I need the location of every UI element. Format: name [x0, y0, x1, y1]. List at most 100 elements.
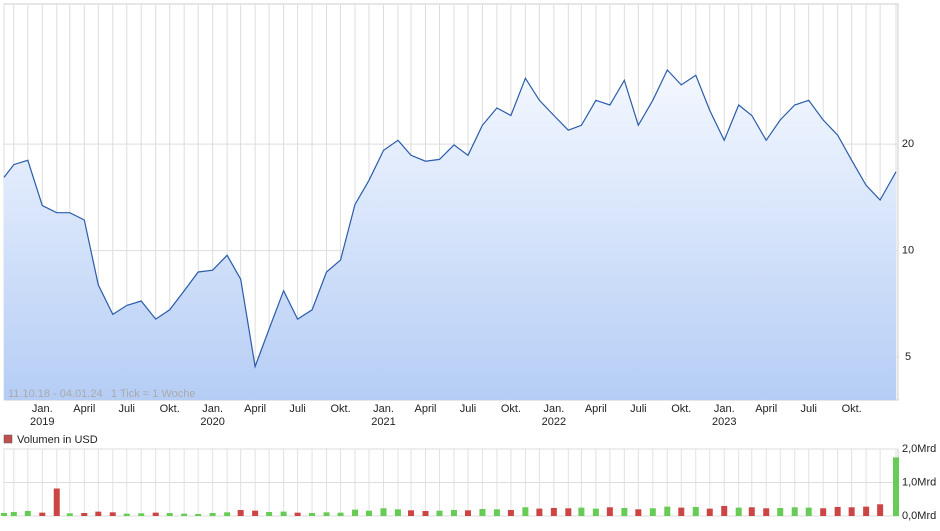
volume-bar: [678, 507, 685, 516]
volume-bar: [550, 507, 557, 516]
volume-bar: [565, 508, 572, 516]
x-year-label: 2021: [371, 416, 395, 428]
x-tick-label: Juli: [119, 403, 136, 415]
volume-bar: [777, 507, 784, 516]
volume-bar: [181, 513, 188, 516]
x-tick-label: Jan.: [32, 403, 53, 415]
volume-bar: [39, 512, 46, 516]
y-tick-label: 10: [902, 244, 914, 256]
volume-bar: [820, 508, 827, 516]
volume-bar: [352, 509, 359, 516]
x-tick-label: April: [414, 403, 436, 415]
volume-bar: [507, 509, 514, 516]
volume-bar: [621, 507, 628, 516]
volume-bar: [408, 510, 415, 516]
volume-bar: [791, 507, 798, 516]
x-tick-label: Juli: [630, 403, 647, 415]
x-tick-label: Juli: [289, 403, 306, 415]
volume-bar: [95, 511, 102, 516]
x-tick-label: April: [755, 403, 777, 415]
area-fill: [4, 70, 896, 400]
price-line: [3, 68, 897, 369]
volume-bar: [834, 506, 841, 516]
volume-bar: [848, 507, 855, 516]
x-tick-label: Jan.: [202, 403, 223, 415]
x-tick-label: Juli: [460, 403, 477, 415]
x-tick-label: Jan.: [714, 403, 735, 415]
volume-bar: [252, 510, 259, 516]
volume-legend-label: Volumen in USD: [17, 434, 98, 446]
x-year-label: 2019: [30, 416, 54, 428]
tick-note: 1 Tick = 1 Woche: [111, 388, 195, 400]
volume-bar: [138, 513, 145, 516]
volume-bar: [536, 508, 543, 516]
volume-bar: [394, 509, 401, 516]
volume-bar: [578, 507, 585, 516]
x-tick-label: April: [585, 403, 607, 415]
x-tick-label: Okt.: [842, 403, 862, 415]
volume-bar: [294, 512, 301, 516]
volume-legend-swatch: [3, 434, 13, 444]
volume-bar: [436, 510, 443, 516]
volume-bar: [493, 509, 500, 516]
volume-bar: [237, 509, 244, 516]
y-tick-label: 20: [902, 138, 914, 150]
volume-bar: [606, 507, 613, 516]
volume-bar: [893, 457, 899, 516]
x-tick-label: Jan.: [543, 403, 564, 415]
volume-bar: [10, 511, 17, 516]
x-tick-label: April: [73, 403, 95, 415]
volume-bar: [24, 510, 31, 516]
x-tick-label: Okt.: [160, 403, 180, 415]
x-year-label: 2020: [200, 416, 224, 428]
volume-bar: [366, 510, 373, 516]
x-year-label: 2022: [542, 416, 566, 428]
volume-bar: [337, 512, 344, 516]
volume-bar: [735, 507, 742, 516]
volume-bar: [224, 512, 231, 516]
volume-bar: [209, 512, 216, 516]
volume-bar: [1, 512, 7, 516]
volume-bar: [152, 512, 159, 516]
volume-bar: [280, 511, 287, 516]
volume-bar: [664, 506, 671, 516]
volume-bar: [123, 513, 130, 516]
volume-bar: [81, 512, 88, 516]
volume-bar: [522, 507, 529, 516]
x-tick-label: Jan.: [373, 403, 394, 415]
volume-bar: [649, 508, 656, 516]
volume-bar: [166, 512, 173, 516]
volume-bar: [877, 504, 884, 516]
volume-bar: [635, 509, 642, 516]
x-tick-label: Juli: [800, 403, 817, 415]
volume-bar: [195, 513, 202, 516]
y-tick-label: 2,0Mrd: [902, 443, 936, 455]
y-tick-label: 0,0Mrd: [902, 510, 936, 522]
volume-bar: [309, 512, 316, 516]
x-tick-label: April: [244, 403, 266, 415]
y-tick-label: 5: [905, 351, 911, 363]
volume-bar: [450, 509, 457, 516]
x-tick-label: Okt.: [501, 403, 521, 415]
volume-bar: [721, 505, 728, 516]
y-tick-label: 1,0Mrd: [902, 476, 936, 488]
volume-bar: [748, 507, 755, 516]
x-tick-label: Okt.: [330, 403, 350, 415]
volume-bar: [66, 513, 73, 516]
volume-bar: [422, 510, 429, 516]
period-label: 11.10.18 - 04.01.24: [8, 388, 103, 400]
volume-bar: [706, 508, 713, 516]
volume-bar: [266, 511, 273, 516]
x-year-label: 2023: [712, 416, 736, 428]
volume-bar: [323, 512, 330, 516]
volume-bar: [464, 510, 471, 516]
volume-bar: [763, 508, 770, 516]
x-tick-label: Okt.: [671, 403, 691, 415]
volume-bar: [692, 506, 699, 516]
volume-bar: [805, 507, 812, 516]
volume-bar: [109, 512, 116, 516]
volume-bar: [863, 506, 870, 516]
volume-bar: [479, 508, 486, 516]
volume-bar: [53, 488, 60, 516]
